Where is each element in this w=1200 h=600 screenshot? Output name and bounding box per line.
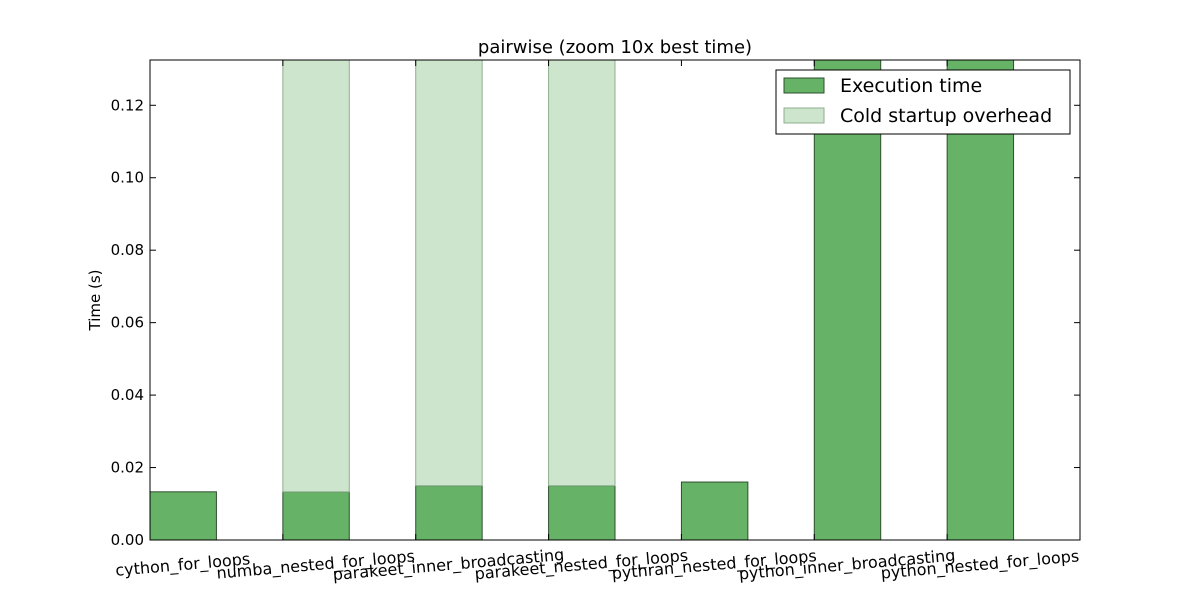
legend: Execution time Cold startup overhead — [775, 69, 1071, 135]
legend-box — [775, 69, 1071, 135]
legend-label-startup: Cold startup overhead — [840, 105, 1052, 127]
bar-execution-python_nested_for_loops — [946, 60, 1015, 540]
y-tick-label: 0.04 — [111, 386, 144, 404]
bar-startup-parakeet_nested_for_loops — [548, 60, 616, 487]
bars-group — [150, 60, 1015, 540]
y-axis: 0.00 0.02 0.04 0.06 0.08 0.10 0.12 — [111, 96, 1080, 549]
y-tick-label: 0.06 — [111, 314, 144, 332]
y-tick-label: 0.02 — [111, 459, 144, 477]
chart-title: pairwise (zoom 10x best time) — [478, 37, 752, 58]
bar-execution-parakeet_nested_for_loops — [548, 485, 616, 540]
y-tick-label: 0.12 — [111, 96, 144, 114]
y-tick-label: 0.10 — [111, 169, 144, 187]
bar-execution-python_inner_broadcasting — [813, 60, 882, 540]
bar-execution-parakeet_inner_broadcasting — [415, 485, 483, 540]
legend-label-execution: Execution time — [840, 75, 982, 97]
y-axis-label: Time (s) — [86, 270, 104, 332]
bar-startup-parakeet_inner_broadcasting — [415, 60, 483, 487]
bar-execution-pythran_nested_for_loops — [680, 481, 749, 540]
bar-startup-numba_nested_for_loops — [282, 60, 350, 493]
y-tick-label: 0.00 — [111, 531, 144, 549]
bar-execution-numba_nested_for_loops — [282, 491, 350, 540]
legend-swatch-startup — [783, 107, 825, 124]
plot-frame — [149, 59, 1081, 541]
bar-execution-cython_for_loops — [150, 491, 217, 540]
legend-swatch-execution — [783, 77, 825, 94]
y-tick-label: 0.08 — [111, 241, 144, 259]
